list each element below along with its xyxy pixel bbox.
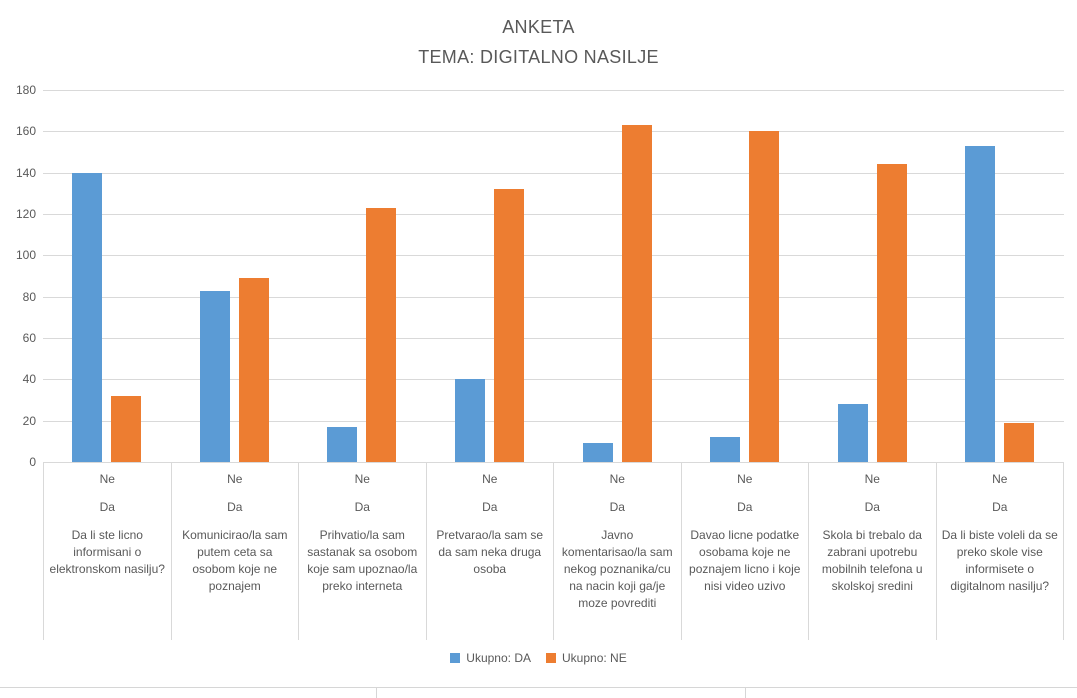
category-cell: Ne Da Davao licne podatke osobama koje ne … bbox=[680, 462, 809, 640]
category-question-label: Skola bi trebalo da zabrani upotrebu mob… bbox=[821, 528, 923, 593]
y-axis-tick-label: 180 bbox=[15, 83, 36, 97]
legend-swatch-ne-icon bbox=[546, 653, 556, 663]
legend: Ukupno: DA Ukupno: NE bbox=[0, 651, 1077, 665]
bar-da bbox=[72, 172, 102, 462]
gridline bbox=[43, 296, 1064, 298]
category-sub-label: Da bbox=[992, 500, 1008, 514]
y-axis-tick-label: 160 bbox=[15, 124, 36, 139]
bar-da bbox=[454, 379, 485, 462]
bar-ne bbox=[749, 131, 780, 462]
category-sub-label: Da bbox=[864, 500, 880, 514]
bar-ne bbox=[876, 164, 907, 462]
category-question-label: Javno komentarisao/la sam nekog poznanik… bbox=[561, 528, 673, 610]
category-question-label: Da li biste voleli da se preko skole vis… bbox=[941, 528, 1058, 593]
y-axis-tick-label: 40 bbox=[22, 372, 36, 387]
legend-item-da: Ukupno: DA bbox=[450, 651, 531, 665]
y-axis-tick-label: 80 bbox=[22, 289, 36, 304]
bar-da bbox=[327, 426, 358, 462]
category-sub-label: Da bbox=[609, 500, 625, 514]
category-sub-label: Ne bbox=[227, 472, 243, 486]
y-axis-tick-label: 0 bbox=[29, 455, 36, 469]
gridline bbox=[43, 90, 1064, 91]
gridline bbox=[43, 214, 1064, 215]
category-cell: Ne Da Komunicirao/la sam putem ceta sa oso… bbox=[170, 462, 299, 640]
bar-ne bbox=[366, 207, 397, 462]
gridline bbox=[43, 379, 1064, 381]
gridline bbox=[43, 131, 1064, 133]
legend-swatch-da-icon bbox=[450, 653, 461, 663]
category-cell: Ne Da Pretvarao/la sam se da sam neka drug… bbox=[425, 462, 554, 640]
category-sub-label: Ne bbox=[992, 472, 1008, 486]
category-sub-label: Da bbox=[99, 500, 115, 514]
bar-ne bbox=[111, 395, 141, 462]
category-sub-label: Da bbox=[482, 500, 498, 514]
category-question-label: Pretvarao/la sam se da sam neka druga os… bbox=[436, 528, 544, 576]
bar-ne bbox=[238, 278, 269, 462]
category-sub-label: Da bbox=[354, 500, 370, 514]
chart-title: ANKETA TEMA: DIGITALNO NASILJE bbox=[0, 12, 1077, 72]
category-sub-label: Ne bbox=[864, 472, 880, 486]
category-sub-label: Da bbox=[227, 500, 243, 514]
legend-label-ne: Ukupno: NE bbox=[562, 651, 627, 665]
category-question-label: Da li ste licno informisani o elektronsk… bbox=[49, 528, 165, 576]
bar-da bbox=[582, 443, 613, 462]
category-cell: Ne Da Da li ste licno informisani o elektr… bbox=[43, 462, 171, 640]
category-sub-label: Ne bbox=[354, 472, 370, 486]
bar-da bbox=[965, 145, 996, 462]
category-question-label: Komunicirao/la sam putem ceta sa osobom … bbox=[182, 528, 288, 593]
y-axis-tick-label: 140 bbox=[15, 165, 36, 180]
bar-da bbox=[710, 437, 741, 462]
category-cell: Ne Da Da li biste voleli da se preko skole… bbox=[935, 462, 1064, 640]
bar-da bbox=[199, 290, 230, 462]
worksheet-gridline-vertical bbox=[745, 687, 746, 698]
legend-label-da: Ukupno: DA bbox=[466, 651, 531, 665]
legend-item-ne: Ukupno: NE bbox=[546, 651, 627, 665]
category-sub-label: Da bbox=[737, 500, 753, 514]
gridline bbox=[43, 420, 1064, 422]
chart-title-line2: TEMA: DIGITALNO NASILJE bbox=[418, 47, 659, 67]
category-sub-label: Ne bbox=[609, 472, 625, 486]
gridline bbox=[43, 255, 1064, 257]
category-axis: Ne Da Da li ste licno informisani o elektr… bbox=[43, 462, 1064, 640]
bar-ne bbox=[1004, 422, 1035, 462]
category-sub-label: Ne bbox=[482, 472, 498, 486]
gridline bbox=[43, 338, 1064, 339]
y-axis-tick-label: 20 bbox=[22, 413, 36, 428]
category-question-label: Prihvatio/la sam sastanak sa osobom koje… bbox=[307, 528, 418, 593]
bar-ne bbox=[493, 189, 524, 462]
gridline bbox=[43, 172, 1064, 174]
category-sub-label: Ne bbox=[737, 472, 753, 486]
y-axis-tick-label: 60 bbox=[22, 331, 36, 345]
y-axis-tick-label: 100 bbox=[15, 248, 36, 263]
bar-da bbox=[837, 404, 868, 462]
y-axis-tick-label: 120 bbox=[15, 207, 36, 221]
category-cell: Ne Da Prihvatio/la sam sastanak sa osobom … bbox=[298, 462, 426, 640]
category-question-label: Davao licne podatke osobama koje ne pozn… bbox=[689, 528, 801, 593]
bar-ne bbox=[621, 125, 652, 462]
worksheet-gridline-vertical bbox=[376, 687, 377, 698]
worksheet-gridline-horizontal bbox=[0, 687, 1077, 688]
chart-title-line1: ANKETA bbox=[502, 17, 575, 37]
category-cell: Ne Da Javno komentarisao/la sam nekog pozn… bbox=[553, 462, 681, 640]
category-sub-label: Ne bbox=[99, 472, 115, 486]
category-cell: Ne Da Skola bi trebalo da zabrani upotrebu… bbox=[808, 462, 936, 640]
